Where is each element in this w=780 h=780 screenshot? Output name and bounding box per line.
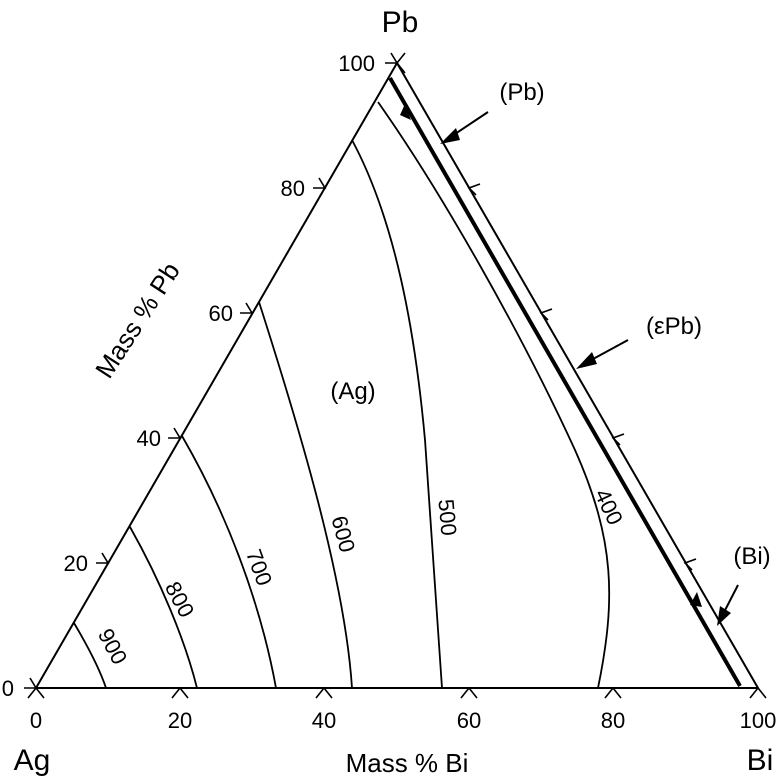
right-edge-tick-marks [395, 52, 697, 571]
left-axis-title: Mass % Pb [89, 257, 186, 384]
bottom-tick-label: 100 [740, 708, 777, 733]
epb-boundary-line [388, 77, 742, 687]
isotherm-label-400: 400 [590, 485, 628, 529]
isotherm-label-700: 700 [241, 546, 277, 589]
isotherm-800-curve [129, 526, 198, 689]
left-tick-label: 60 [209, 301, 233, 326]
left-tick-label: 20 [64, 551, 88, 576]
isotherm-label-600: 600 [326, 513, 360, 555]
bottom-tick-marks [27, 686, 767, 699]
left-tick-marks [24, 52, 399, 689]
isotherm-900-curve [73, 622, 107, 689]
ternary-triangle-frame [34, 61, 760, 689]
bottom-tick-label: 40 [312, 708, 336, 733]
isotherm-500-curve [351, 139, 443, 689]
corner-label-pb: Pb [382, 6, 419, 39]
isotherm-600-curve [258, 301, 353, 689]
bottom-tick-label: 80 [601, 708, 625, 733]
pb-leader-arrowhead [440, 128, 460, 144]
region-label-bi: (Bi) [733, 543, 770, 570]
boundary-arrow-down [400, 104, 411, 120]
bi-leader-arrowhead [717, 606, 731, 626]
left-tick-label: 0 [2, 676, 14, 701]
isotherm-label-900: 900 [93, 624, 132, 668]
isotherm-700-curve [181, 435, 277, 689]
region-leader-arrows [445, 111, 739, 621]
left-tick-label: 100 [338, 51, 375, 76]
boundary-arrow-up [690, 592, 702, 607]
left-tick-label: 40 [137, 426, 161, 451]
region-label-pb: (Pb) [499, 79, 544, 106]
region-label-ag: (Ag) [330, 378, 375, 405]
bottom-axis-title: Mass % Bi [346, 748, 469, 778]
left-tick-label: 80 [281, 176, 305, 201]
epb-leader-arrowhead [576, 352, 597, 369]
bottom-tick-label: 20 [168, 708, 192, 733]
region-label-epb: (εPb) [646, 313, 702, 340]
isotherm-label-800: 800 [160, 577, 199, 621]
corner-label-ag: Ag [14, 744, 51, 777]
corner-label-bi: Bi [747, 744, 774, 777]
isotherm-label-500: 500 [433, 498, 461, 537]
isotherm-400-curve [377, 101, 611, 689]
bottom-tick-label: 60 [457, 708, 481, 733]
bottom-tick-label: 0 [30, 708, 42, 733]
